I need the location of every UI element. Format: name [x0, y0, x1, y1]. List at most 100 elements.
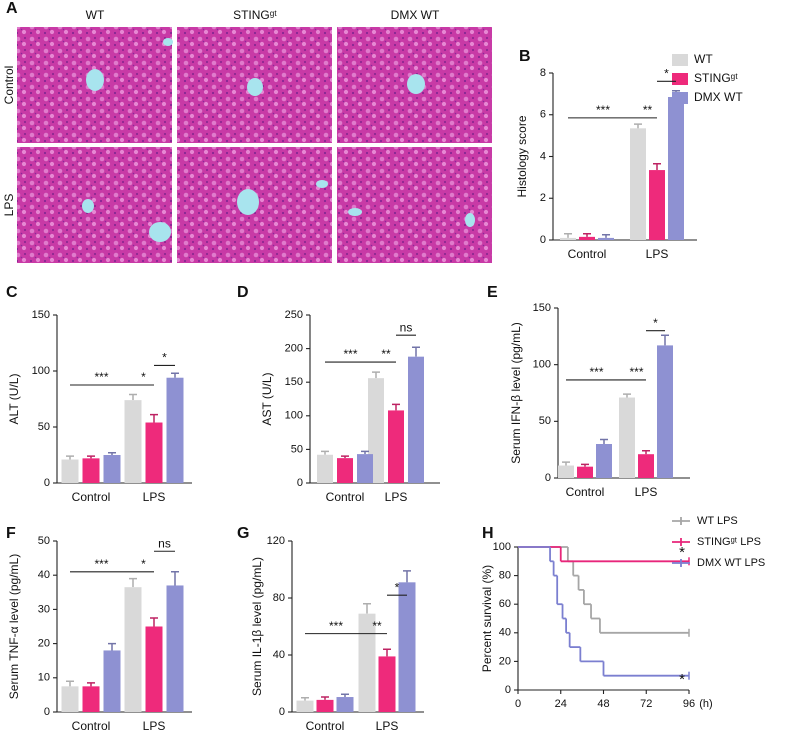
error-bar — [150, 617, 158, 627]
significance-label: ** — [381, 347, 391, 361]
bar — [579, 236, 595, 240]
error-bar — [363, 602, 371, 614]
legend-swatch — [672, 92, 688, 104]
y-tick-label: 0 — [505, 684, 511, 696]
bar — [82, 686, 100, 712]
bar — [82, 458, 100, 483]
y-tick-label: 100 — [285, 410, 303, 422]
error-bar — [581, 463, 589, 467]
vessel — [149, 222, 171, 242]
bar — [398, 582, 416, 712]
error-bar — [562, 461, 570, 466]
y-tick-label: 0 — [279, 706, 285, 718]
y-axis-title: Serum TNF-α level (pg/mL) — [7, 554, 21, 699]
bar — [649, 170, 665, 240]
error-bar — [634, 123, 642, 129]
panel-letter: G — [237, 525, 249, 542]
y-axis-title: Serum IFN-β level (pg/mL) — [509, 322, 523, 464]
vessel — [82, 199, 94, 213]
significance-label: ** — [643, 103, 653, 117]
y-tick-label: 30 — [38, 603, 50, 615]
error-bar — [108, 642, 116, 651]
legend-label: STINGᵍᵗ — [694, 71, 738, 85]
error-bar — [564, 232, 572, 238]
legend-swatch — [672, 73, 688, 85]
bar — [336, 697, 354, 712]
error-bar — [301, 697, 309, 701]
x-tick-label: 96 — [683, 698, 695, 710]
error-bar — [321, 696, 329, 700]
error-bar — [129, 393, 137, 401]
error-bar — [171, 571, 179, 586]
y-tick-label: 100 — [493, 541, 511, 553]
bar — [166, 377, 184, 483]
error-bar — [583, 232, 591, 237]
significance-label: * — [679, 544, 685, 561]
error-bar — [341, 455, 349, 459]
bar — [408, 356, 424, 483]
bar — [577, 466, 593, 478]
y-tick-label: 0 — [540, 234, 546, 246]
y-tick-label: 100 — [533, 359, 551, 371]
x-tick-label: LPS — [376, 719, 399, 732]
vessel — [407, 74, 425, 94]
panel-letter: E — [487, 284, 498, 301]
bar — [657, 345, 673, 478]
y-axis-title: Histology score — [515, 115, 529, 197]
significance-label: * — [141, 370, 146, 384]
x-tick-label: LPS — [143, 719, 166, 732]
y-axis-title: AST (U/L) — [260, 372, 274, 425]
y-tick-label: 0 — [297, 477, 303, 489]
y-tick-label: 0 — [44, 477, 50, 489]
error-bar — [602, 234, 610, 238]
error-bar — [150, 413, 158, 423]
bar — [358, 613, 376, 712]
bar — [598, 237, 614, 240]
y-tick-label: 50 — [38, 535, 50, 547]
x-tick-label: Control — [326, 490, 365, 504]
panel-letter: D — [237, 284, 249, 301]
x-axis-title: (h) — [699, 698, 712, 710]
legend-line — [672, 559, 690, 567]
bar — [166, 585, 184, 712]
legend-label: STINGᵍᵗ LPS — [697, 536, 761, 548]
significance-label: ns — [400, 320, 413, 334]
error-bar — [321, 450, 329, 455]
x-tick-label: 0 — [515, 698, 521, 710]
y-tick-label: 0 — [44, 706, 50, 718]
y-tick-label: 50 — [38, 421, 50, 433]
bar — [558, 465, 574, 478]
y-axis-title: Serum IL-1β level (pg/mL) — [250, 557, 264, 696]
significance-label: *** — [629, 365, 643, 379]
y-tick-label: 80 — [499, 570, 511, 582]
bar — [638, 454, 654, 478]
legend-line — [672, 517, 690, 525]
y-tick-label: 6 — [540, 109, 546, 121]
x-tick-label: Control — [72, 719, 111, 732]
significance-label: *** — [329, 619, 343, 633]
bar — [619, 397, 635, 478]
bar — [337, 458, 353, 483]
vessel — [247, 78, 263, 96]
bar — [357, 454, 373, 483]
error-bar — [642, 450, 650, 455]
error-bar — [653, 163, 661, 171]
x-tick-label: Control — [72, 490, 111, 504]
panel-letter: B — [519, 48, 531, 65]
x-tick-label: LPS — [385, 490, 408, 504]
y-tick-label: 40 — [273, 649, 285, 661]
y-tick-label: 100 — [32, 365, 50, 377]
vessel — [316, 180, 328, 188]
vessel — [163, 38, 173, 46]
x-tick-label: LPS — [143, 490, 166, 504]
significance-label: *** — [589, 365, 603, 379]
error-bar — [661, 334, 669, 346]
significance-label: *** — [94, 370, 108, 384]
legend-label: DMX WT — [694, 90, 743, 104]
histology-image — [17, 147, 172, 263]
bar — [317, 454, 333, 483]
panel-letter: A — [6, 0, 18, 17]
legend-label: WT LPS — [697, 515, 738, 527]
x-tick-label: LPS — [646, 247, 669, 261]
